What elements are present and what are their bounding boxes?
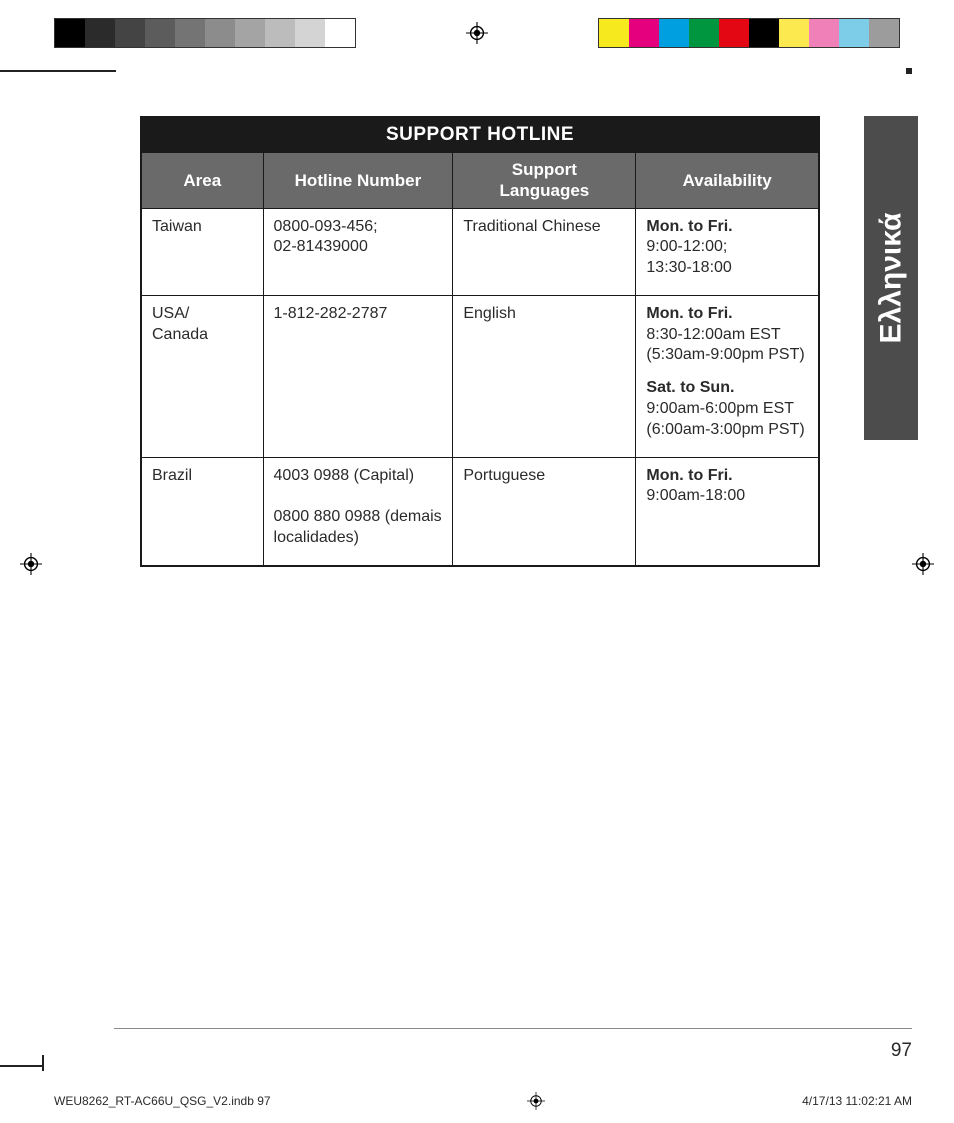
grayscale-swatch <box>265 19 295 47</box>
footer-timestamp: 4/17/13 11:02:21 AM <box>802 1094 912 1108</box>
footer-rule <box>114 1028 912 1029</box>
grayscale-swatch <box>145 19 175 47</box>
registration-mark-left <box>20 553 42 575</box>
cell-availability: Mon. to Fri.9:00am-18:00 <box>636 457 819 566</box>
availability-heading: Mon. to Fri. <box>646 217 808 238</box>
language-side-tab-label: Ελληνικά <box>874 213 908 344</box>
column-header: Hotline Number <box>263 153 453 209</box>
crop-mark-top-right <box>906 68 912 74</box>
grayscale-swatch <box>115 19 145 47</box>
color-swatch <box>689 19 719 47</box>
availability-detail: 9:00-12:00;13:30-18:00 <box>646 237 808 279</box>
cell-languages: Portuguese <box>453 457 636 566</box>
table-row: Taiwan0800-093-456;02-81439000Traditiona… <box>141 208 819 295</box>
column-header: Availability <box>636 153 819 209</box>
color-swatch <box>599 19 629 47</box>
color-swatch <box>869 19 899 47</box>
page-content: SUPPORT HOTLINE AreaHotline NumberSuppor… <box>140 116 820 567</box>
cell-area: USA/Canada <box>141 295 263 457</box>
grayscale-swatches <box>54 18 356 48</box>
availability-heading: Mon. to Fri. <box>646 304 808 325</box>
grayscale-swatch <box>235 19 265 47</box>
cell-availability: Mon. to Fri.8:30-12:00am EST(5:30am-9:00… <box>636 295 819 457</box>
cell-hotline: 4003 0988 (Capital)0800 880 0988 (demais… <box>263 457 453 566</box>
cell-languages: English <box>453 295 636 457</box>
cell-area: Taiwan <box>141 208 263 295</box>
color-swatch <box>839 19 869 47</box>
page-number: 97 <box>891 1040 912 1062</box>
availability-block: Mon. to Fri.8:30-12:00am EST(5:30am-9:00… <box>646 304 808 366</box>
print-color-bar <box>0 18 954 48</box>
color-swatch <box>809 19 839 47</box>
table-row: USA/Canada1-812-282-2787EnglishMon. to F… <box>141 295 819 457</box>
table-row: Brazil4003 0988 (Capital)0800 880 0988 (… <box>141 457 819 566</box>
cell-hotline: 0800-093-456;02-81439000 <box>263 208 453 295</box>
grayscale-swatch <box>175 19 205 47</box>
availability-heading: Mon. to Fri. <box>646 466 808 487</box>
cell-area: Brazil <box>141 457 263 566</box>
registration-mark-right <box>912 553 934 575</box>
grayscale-swatch <box>55 19 85 47</box>
availability-detail: 9:00am-18:00 <box>646 486 808 507</box>
grayscale-swatch <box>85 19 115 47</box>
cell-availability: Mon. to Fri.9:00-12:00;13:30-18:00 <box>636 208 819 295</box>
table-title: SUPPORT HOTLINE <box>141 117 819 153</box>
color-swatch <box>659 19 689 47</box>
availability-block: Sat. to Sun.9:00am-6:00pm EST(6:00am-3:0… <box>646 378 808 440</box>
registration-mark-bottom <box>527 1092 545 1110</box>
color-swatch <box>779 19 809 47</box>
support-hotline-table: SUPPORT HOTLINE AreaHotline NumberSuppor… <box>140 116 820 567</box>
availability-block: Mon. to Fri.9:00-12:00;13:30-18:00 <box>646 217 808 279</box>
cell-hotline: 1-812-282-2787 <box>263 295 453 457</box>
color-swatches <box>598 18 900 48</box>
footer-filename: WEU8262_RT-AC66U_QSG_V2.indb 97 <box>54 1094 271 1108</box>
availability-detail: 9:00am-6:00pm EST(6:00am-3:00pm PST) <box>646 399 808 441</box>
language-side-tab: Ελληνικά <box>864 116 918 440</box>
grayscale-swatch <box>325 19 355 47</box>
availability-block: Mon. to Fri.9:00am-18:00 <box>646 466 808 508</box>
grayscale-swatch <box>205 19 235 47</box>
availability-detail: 8:30-12:00am EST(5:30am-9:00pm PST) <box>646 325 808 367</box>
crop-rule-top-left <box>0 70 116 72</box>
color-swatch <box>749 19 779 47</box>
print-footer: WEU8262_RT-AC66U_QSG_V2.indb 97 4/17/13 … <box>54 1092 912 1110</box>
registration-mark-top <box>466 22 488 44</box>
grayscale-swatch <box>295 19 325 47</box>
availability-heading: Sat. to Sun. <box>646 378 808 399</box>
cell-languages: Traditional Chinese <box>453 208 636 295</box>
color-swatch <box>629 19 659 47</box>
column-header: Area <box>141 153 263 209</box>
color-swatch <box>719 19 749 47</box>
column-header: SupportLanguages <box>453 153 636 209</box>
